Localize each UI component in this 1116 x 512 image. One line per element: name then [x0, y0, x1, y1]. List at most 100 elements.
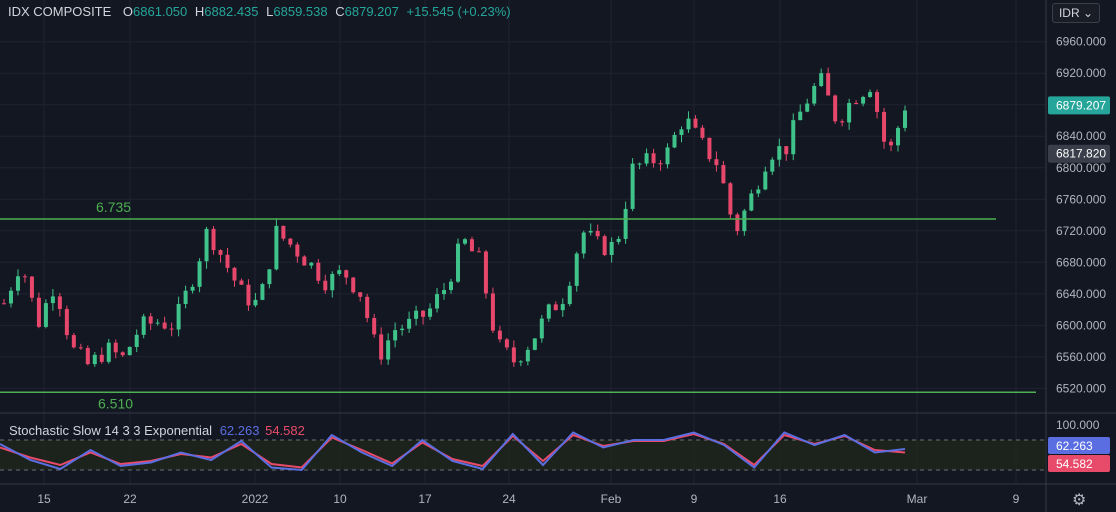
candle-body	[155, 322, 160, 324]
price-badge-label: 6817.820	[1056, 147, 1106, 161]
candle-body	[756, 189, 761, 194]
candle-body	[644, 153, 649, 164]
open-label: O	[122, 4, 134, 19]
candle-body	[742, 210, 747, 232]
candle-body	[826, 73, 831, 96]
candle-body	[351, 277, 356, 293]
candle-body	[400, 328, 405, 331]
candle-body	[2, 303, 6, 305]
candle-body	[462, 239, 467, 244]
time-tick-label: 24	[502, 492, 516, 506]
price-badge-label: 6879.207	[1056, 98, 1106, 112]
close-label: C	[335, 4, 345, 19]
candle-body	[57, 296, 62, 309]
time-tick-label: 22	[123, 492, 137, 506]
candle-body	[393, 330, 398, 341]
candle-body	[386, 340, 391, 360]
candle-body	[141, 316, 146, 335]
candle-body	[106, 342, 111, 362]
candle-body	[518, 361, 523, 363]
candle-body	[218, 250, 223, 255]
close-value: 6879.207	[344, 4, 399, 19]
price-tick-label: 6600.000	[1056, 318, 1106, 332]
time-tick-label: Mar	[907, 492, 928, 506]
candle-body	[274, 225, 279, 270]
candle-body	[700, 127, 705, 138]
candle-body	[511, 347, 516, 363]
candle-body	[414, 310, 419, 319]
currency-label: IDR	[1058, 6, 1080, 20]
candle-body	[148, 316, 153, 324]
candle-body	[840, 121, 845, 123]
candle-body	[29, 276, 34, 298]
candle-body	[92, 354, 97, 365]
low-label: L	[266, 4, 274, 19]
candle-body	[770, 159, 775, 172]
high-value: 6882.435	[204, 4, 259, 19]
candle-body	[623, 208, 628, 239]
candle-body	[735, 214, 740, 232]
candle-body	[295, 244, 300, 257]
candle-body	[679, 129, 684, 135]
time-tick-label: Feb	[601, 492, 622, 506]
time-tick-label: 15	[37, 492, 51, 506]
candle-body	[854, 102, 859, 104]
price-tick-label: 6520.000	[1056, 381, 1106, 395]
candle-body	[407, 318, 412, 329]
candle-body	[812, 85, 817, 104]
candle-body	[428, 308, 433, 317]
candle-body	[455, 243, 460, 282]
stoch-axis-label: 100.000	[1056, 418, 1100, 432]
level-label: 6.510	[98, 395, 133, 411]
candle-body	[358, 292, 363, 297]
time-tick-label: 17	[418, 492, 432, 506]
candle-body	[791, 120, 796, 155]
stoch-d-line	[0, 432, 906, 469]
candle-body	[665, 147, 670, 165]
stochastic-d-value: 54.582	[265, 423, 305, 438]
symbol-header: IDX COMPOSITE O6861.050 H6882.435 L6859.…	[8, 4, 515, 19]
symbol-name: IDX COMPOSITE	[8, 4, 112, 19]
candle-body	[469, 239, 474, 252]
price-tick-label: 6720.000	[1056, 224, 1106, 238]
candle-body	[316, 262, 321, 281]
settings-gear-icon[interactable]: ⚙	[1072, 492, 1087, 509]
candle-body	[190, 286, 195, 291]
candle-body	[574, 253, 579, 286]
low-value: 6859.538	[273, 4, 328, 19]
candle-body	[435, 294, 440, 309]
candle-body	[798, 111, 803, 121]
candle-body	[120, 352, 125, 356]
candle-body	[539, 318, 544, 339]
candle-body	[567, 285, 572, 305]
stochastic-legend[interactable]: Stochastic Slow 14 3 3 Exponential 62.26…	[9, 423, 305, 438]
candle-body	[22, 276, 27, 278]
candle-body	[169, 328, 174, 330]
candle-body	[225, 254, 230, 268]
candle-body	[602, 236, 607, 256]
candle-body	[302, 256, 307, 266]
candle-body	[183, 290, 188, 304]
stoch-k-badge-label: 62.263	[1056, 439, 1093, 453]
candle-body	[64, 308, 69, 336]
candle-body	[253, 299, 258, 306]
candle-body	[127, 346, 132, 356]
candle-body	[8, 290, 13, 304]
candle-body	[442, 290, 447, 295]
candle-body	[78, 347, 83, 349]
price-tick-label: 6840.000	[1056, 129, 1106, 143]
currency-selector[interactable]: IDR ⌄	[1052, 3, 1100, 23]
candle-body	[449, 281, 454, 291]
candle-body	[651, 153, 656, 164]
candle-body	[365, 296, 370, 319]
candle-body	[525, 349, 530, 362]
candle-body	[672, 134, 677, 148]
candle-body	[693, 118, 698, 128]
time-tick-label: 2022	[242, 492, 269, 506]
time-tick-label: 16	[773, 492, 787, 506]
candle-body	[581, 232, 586, 254]
stoch-k-badge	[1048, 437, 1110, 454]
candle-body	[875, 92, 880, 112]
price-tick-label: 6560.000	[1056, 350, 1106, 364]
